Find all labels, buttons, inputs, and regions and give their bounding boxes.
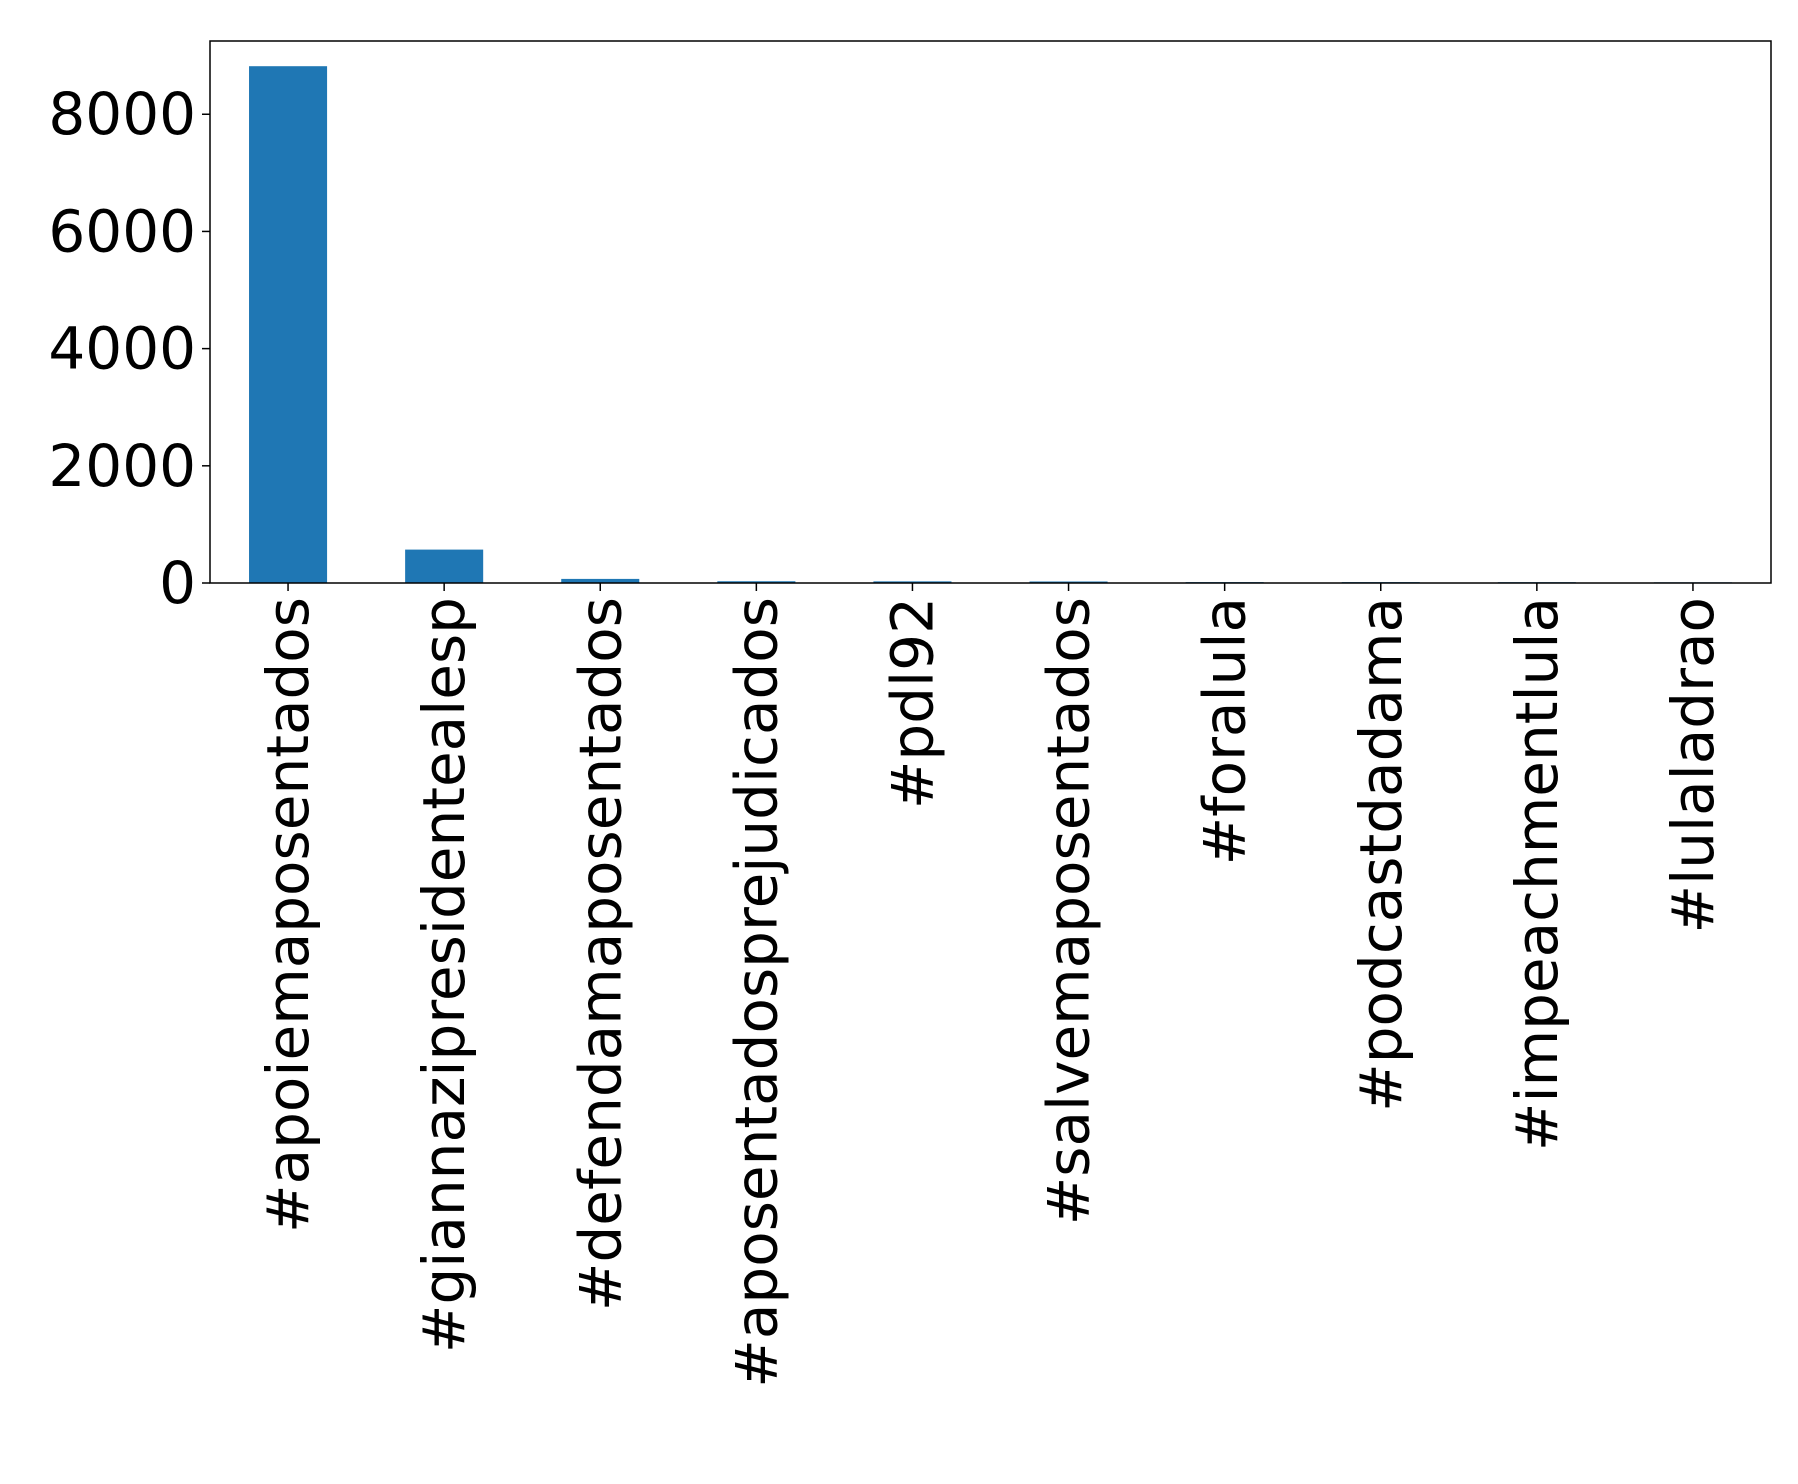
ytick-label-4000: 4000 [48, 315, 196, 383]
bar-apoiemaposentados [249, 66, 328, 583]
plot-frame [209, 40, 1772, 584]
bar-defendamaposentados [561, 578, 640, 583]
xtick-label-defendamaposentados: #defendamaposentados [566, 597, 634, 1311]
xtick-label-aposentadosprejudicados: #aposentadosprejudicados [722, 597, 790, 1388]
xtick-label-apoiemaposentados: #apoiemaposentados [254, 597, 322, 1233]
xtick-label-foralula: #foralula [1191, 597, 1259, 865]
bar-pdl92 [873, 581, 952, 583]
xtick-label-giannazipresidentealesp: #giannazipresidentealesp [410, 597, 478, 1353]
bar-salvemaposentados [1029, 581, 1108, 583]
xtick-label-podcastdadama: #podcastdadama [1347, 597, 1415, 1112]
xtick-label-salvemaposentados: #salvemaposentados [1035, 597, 1103, 1225]
x-axis: #apoiemaposentados #giannazipresidenteale… [254, 583, 1727, 1388]
y-axis: 0 2000 4000 6000 8000 [48, 80, 210, 617]
xtick-label-pdl92: #pdl92 [878, 597, 946, 809]
xtick-label-lulaladrao: #lulaladrao [1659, 597, 1727, 933]
ytick-label-8000: 8000 [48, 80, 196, 148]
xtick-label-impeachmentlula: #impeachmentlula [1503, 597, 1571, 1151]
ytick-label-2000: 2000 [48, 432, 196, 500]
ytick-label-6000: 6000 [48, 197, 196, 265]
ytick-label-0: 0 [159, 549, 196, 617]
bar-giannazipresidentealesp [405, 549, 484, 583]
bar-aposentadosprejudicados [717, 581, 796, 583]
